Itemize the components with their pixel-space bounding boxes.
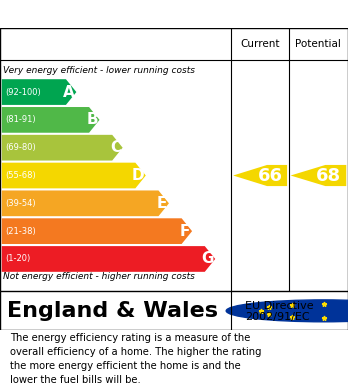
- Text: Energy Efficiency Rating: Energy Efficiency Rating: [50, 5, 298, 23]
- Text: The energy efficiency rating is a measure of the
overall efficiency of a home. T: The energy efficiency rating is a measur…: [10, 334, 262, 386]
- Text: (92-100): (92-100): [5, 88, 41, 97]
- Text: F: F: [180, 224, 190, 239]
- Polygon shape: [233, 165, 287, 186]
- Text: (69-80): (69-80): [5, 143, 36, 152]
- Text: (21-38): (21-38): [5, 227, 36, 236]
- Text: (55-68): (55-68): [5, 171, 36, 180]
- Polygon shape: [291, 165, 346, 186]
- Polygon shape: [2, 163, 146, 188]
- Polygon shape: [2, 135, 122, 161]
- Text: Potential: Potential: [295, 39, 341, 49]
- Text: D: D: [132, 168, 144, 183]
- Text: C: C: [110, 140, 121, 155]
- Text: 2002/91/EC: 2002/91/EC: [245, 312, 310, 322]
- Text: G: G: [201, 251, 213, 266]
- Text: EU Directive: EU Directive: [245, 301, 314, 311]
- Text: 68: 68: [316, 167, 341, 185]
- Text: (39-54): (39-54): [5, 199, 36, 208]
- Polygon shape: [2, 246, 215, 272]
- Polygon shape: [2, 79, 76, 105]
- Polygon shape: [2, 218, 192, 244]
- Text: England & Wales: England & Wales: [7, 301, 218, 321]
- Text: A: A: [63, 84, 74, 100]
- Circle shape: [226, 300, 348, 322]
- Text: (81-91): (81-91): [5, 115, 36, 124]
- Text: E: E: [157, 196, 167, 211]
- Polygon shape: [2, 107, 100, 133]
- Text: B: B: [86, 112, 98, 127]
- Text: (1-20): (1-20): [5, 255, 31, 264]
- Text: Current: Current: [240, 39, 280, 49]
- Text: Not energy efficient - higher running costs: Not energy efficient - higher running co…: [3, 272, 195, 281]
- Polygon shape: [2, 190, 169, 216]
- Text: 66: 66: [258, 167, 283, 185]
- Text: Very energy efficient - lower running costs: Very energy efficient - lower running co…: [3, 66, 196, 75]
